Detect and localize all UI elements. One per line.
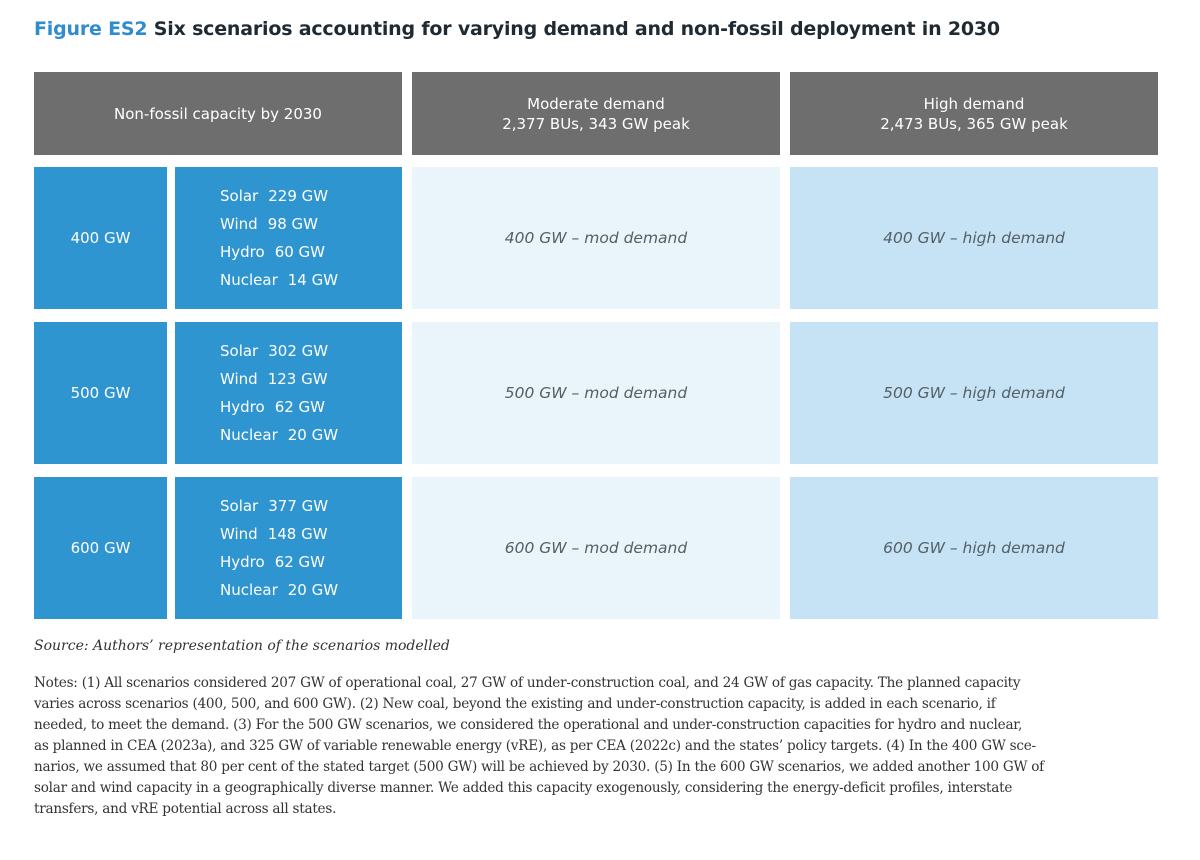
row-mix-cell: Solar 302 GW Wind 123 GW Hydro 62 GW Nuclea… xyxy=(175,322,402,464)
notes-line: needed, to meet the demand. (3) For the … xyxy=(34,717,1023,733)
header-col2-line2: 2,377 BUs, 343 GW peak xyxy=(502,114,690,133)
scenario-cell-high: 600 GW – high demand xyxy=(790,477,1158,619)
mix-source: Hydro xyxy=(220,243,265,261)
figure-title-text: Six scenarios accounting for varying dem… xyxy=(153,18,1000,40)
notes-line: solar and wind capacity in a geographica… xyxy=(34,780,1013,796)
header-moderate-demand: Moderate demand 2,377 BUs, 343 GW peak xyxy=(412,72,780,155)
mix-line-nuclear: Nuclear 20 GW xyxy=(220,421,402,449)
mix-line-solar: Solar 377 GW xyxy=(220,492,402,520)
mix-source: Wind xyxy=(220,370,258,388)
header-col2-line1: Moderate demand xyxy=(527,94,665,113)
notes-line: varies across scenarios (400, 500, and 6… xyxy=(34,696,996,712)
scenario-label: 400 GW – high demand xyxy=(883,229,1065,247)
scenario-label: 400 GW – mod demand xyxy=(504,229,688,247)
mix-line-wind: Wind 98 GW xyxy=(220,210,402,238)
mix-value: 98 GW xyxy=(267,215,319,233)
row-mix-cell: Solar 377 GW Wind 148 GW Hydro 62 GW Nuclea… xyxy=(175,477,402,619)
mix-value: 123 GW xyxy=(267,370,328,388)
mix-source: Wind xyxy=(220,215,258,233)
header-col3-line1: High demand xyxy=(923,94,1025,113)
row-capacity-label: 500 GW xyxy=(70,384,131,402)
mix-line-wind: Wind 123 GW xyxy=(220,365,402,393)
row-mix-cell: Solar 229 GW Wind 98 GW Hydro 60 GW Nuclear… xyxy=(175,167,402,309)
mix-value: 14 GW xyxy=(287,271,339,289)
scenario-cell-moderate: 600 GW – mod demand xyxy=(412,477,780,619)
mix-source: Nuclear xyxy=(220,426,278,444)
row-capacity-cell: 400 GW xyxy=(34,167,167,309)
figure-title: Figure ES2 Six scenarios accounting for … xyxy=(34,18,1000,40)
mix-source: Solar xyxy=(220,497,259,515)
mix-source: Solar xyxy=(220,342,259,360)
mix-value: 60 GW xyxy=(274,243,326,261)
scenario-cell-moderate: 500 GW – mod demand xyxy=(412,322,780,464)
figure-label: Figure ES2 xyxy=(34,18,148,40)
mix-line-solar: Solar 302 GW xyxy=(220,337,402,365)
mix-source: Hydro xyxy=(220,398,265,416)
header-high-demand: High demand 2,473 BUs, 365 GW peak xyxy=(790,72,1158,155)
mix-source: Solar xyxy=(220,187,259,205)
mix-value: 148 GW xyxy=(267,525,328,543)
notes-line: as planned in CEA (2023a), and 325 GW of… xyxy=(34,738,1036,754)
scenario-label: 600 GW – mod demand xyxy=(504,539,688,557)
notes-line: Notes: (1) All scenarios considered 207 … xyxy=(34,675,1021,691)
row-capacity-cell: 600 GW xyxy=(34,477,167,619)
mix-line-nuclear: Nuclear 20 GW xyxy=(220,576,402,604)
mix-line-hydro: Hydro 60 GW xyxy=(220,238,402,266)
scenario-cell-high: 500 GW – high demand xyxy=(790,322,1158,464)
mix-value: 62 GW xyxy=(274,398,326,416)
mix-value: 229 GW xyxy=(268,187,329,205)
scenario-label: 600 GW – high demand xyxy=(883,539,1065,557)
mix-line-hydro: Hydro 62 GW xyxy=(220,393,402,421)
mix-line-solar: Solar 229 GW xyxy=(220,182,402,210)
mix-source: Hydro xyxy=(220,553,265,571)
scenario-cell-moderate: 400 GW – mod demand xyxy=(412,167,780,309)
scenario-label: 500 GW – high demand xyxy=(883,384,1065,402)
mix-source: Wind xyxy=(220,525,258,543)
mix-value: 377 GW xyxy=(268,497,329,515)
mix-source: Nuclear xyxy=(220,581,278,599)
header-non-fossil-capacity: Non-fossil capacity by 2030 xyxy=(34,72,402,155)
notes-line: narios, we assumed that 80 per cent of t… xyxy=(34,759,1044,775)
source-caption: Source: Authors’ representation of the s… xyxy=(34,638,450,654)
notes-line: transfers, and vRE potential across all … xyxy=(34,801,337,817)
row-capacity-cell: 500 GW xyxy=(34,322,167,464)
mix-line-hydro: Hydro 62 GW xyxy=(220,548,402,576)
scenario-cell-high: 400 GW – high demand xyxy=(790,167,1158,309)
mix-value: 20 GW xyxy=(287,581,339,599)
mix-value: 20 GW xyxy=(287,426,339,444)
row-capacity-label: 600 GW xyxy=(70,539,131,557)
notes-paragraph: Notes: (1) All scenarios considered 207 … xyxy=(34,673,1164,820)
mix-value: 302 GW xyxy=(268,342,329,360)
mix-line-nuclear: Nuclear 14 GW xyxy=(220,266,402,294)
header-col1-text: Non-fossil capacity by 2030 xyxy=(114,104,322,123)
row-capacity-label: 400 GW xyxy=(70,229,131,247)
mix-source: Nuclear xyxy=(220,271,278,289)
scenario-label: 500 GW – mod demand xyxy=(504,384,688,402)
header-col3-line2: 2,473 BUs, 365 GW peak xyxy=(880,114,1068,133)
mix-value: 62 GW xyxy=(274,553,326,571)
mix-line-wind: Wind 148 GW xyxy=(220,520,402,548)
